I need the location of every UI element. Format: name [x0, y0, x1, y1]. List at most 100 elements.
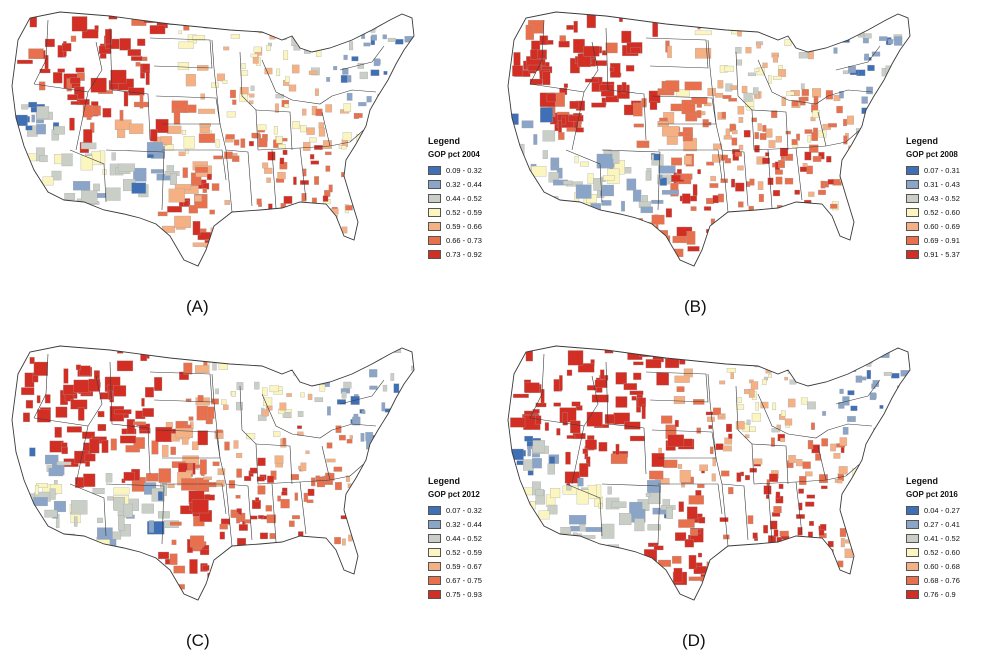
county-cell — [568, 585, 576, 594]
county-cell — [818, 152, 825, 160]
county-cell — [720, 178, 728, 183]
county-cell — [652, 22, 659, 37]
county-cell — [708, 425, 713, 429]
county-cell — [517, 509, 530, 518]
county-cell — [357, 62, 364, 69]
county-cell — [326, 442, 333, 449]
county-cell — [678, 501, 684, 512]
state-border — [658, 149, 723, 181]
county-cell — [175, 427, 194, 439]
county-cell — [558, 132, 565, 140]
county-cell — [849, 28, 857, 36]
county-cell — [803, 238, 809, 247]
legend-range-label: 0.52 - 0.60 — [924, 547, 960, 557]
county-cell — [97, 424, 107, 432]
county-cell — [353, 531, 360, 539]
state-border — [331, 423, 377, 431]
county-cell — [743, 92, 753, 102]
county-cell — [276, 68, 281, 77]
county-cell — [219, 523, 228, 530]
legend-range-label: 0.44 - 0.52 — [446, 193, 482, 203]
county-cell — [345, 205, 353, 211]
county-cell — [12, 126, 17, 135]
county-cell — [737, 397, 742, 403]
state-border — [299, 147, 307, 201]
county-cell — [114, 119, 132, 130]
county-cell — [55, 406, 68, 418]
legend-swatch — [428, 505, 441, 515]
county-cell — [178, 41, 194, 49]
county-cell — [277, 172, 286, 180]
county-cell — [649, 470, 664, 480]
county-cell — [151, 602, 165, 608]
county-cell — [824, 603, 833, 608]
county-cell — [583, 45, 600, 57]
county-cell — [796, 554, 805, 562]
county-cell — [833, 453, 841, 459]
county-cell — [780, 212, 789, 219]
county-cell — [855, 12, 860, 17]
legend-swatch — [428, 249, 441, 259]
county-cell — [878, 243, 887, 249]
county-cell — [807, 135, 812, 143]
county-cell — [577, 477, 584, 487]
legend-item: 0.91 - 5.37 — [906, 247, 976, 261]
county-cell — [183, 18, 190, 31]
us-county-map-c — [11, 345, 415, 608]
legend-swatch — [428, 561, 441, 571]
county-cell — [844, 548, 854, 558]
county-cell — [297, 411, 304, 417]
legend-title: Legend — [906, 476, 939, 486]
county-cell — [400, 495, 406, 501]
state-border — [751, 443, 789, 485]
county-cell — [745, 354, 754, 363]
county-cell — [773, 529, 779, 537]
county-cell — [393, 383, 400, 393]
state-border — [321, 445, 331, 481]
county-cell — [570, 420, 581, 434]
legend-item: 0.66 - 0.73 — [428, 233, 498, 247]
state-border — [211, 39, 233, 213]
county-cell — [287, 357, 292, 365]
county-cell — [262, 409, 269, 417]
county-cell — [165, 421, 173, 428]
county-cell — [633, 123, 644, 128]
county-cell — [248, 141, 254, 147]
county-cell — [142, 408, 154, 417]
county-cell — [192, 35, 206, 41]
county-cell — [135, 62, 141, 67]
county-cell — [686, 506, 698, 520]
county-cell — [718, 193, 724, 203]
legend-item: 0.52 - 0.60 — [906, 205, 976, 219]
county-cell — [754, 145, 760, 153]
county-cell — [23, 231, 39, 236]
county-cell — [298, 203, 303, 212]
county-cell — [200, 549, 210, 556]
county-cell — [316, 478, 326, 488]
county-cell — [699, 464, 708, 472]
county-cell — [633, 361, 644, 366]
county-cell — [327, 406, 331, 416]
county-cell — [148, 229, 154, 244]
county-cell — [325, 104, 333, 113]
county-cell — [715, 443, 724, 450]
county-cell — [628, 12, 643, 19]
county-cell — [591, 102, 606, 108]
county-cell — [719, 517, 729, 522]
county-cell — [873, 354, 878, 359]
county-cell — [79, 365, 91, 376]
county-cell — [861, 158, 867, 168]
county-cell — [765, 361, 774, 370]
county-cell — [390, 168, 398, 173]
county-cell — [898, 547, 906, 554]
county-cell — [519, 582, 526, 589]
county-cell — [634, 518, 645, 532]
legend-item: 0.27 - 0.41 — [906, 517, 976, 531]
county-cell — [818, 529, 825, 536]
county-cell — [665, 80, 680, 92]
legend-swatch — [428, 235, 441, 245]
county-cell — [155, 426, 173, 443]
county-cell — [585, 439, 597, 450]
county-cell — [379, 155, 385, 162]
county-cell — [178, 30, 183, 35]
